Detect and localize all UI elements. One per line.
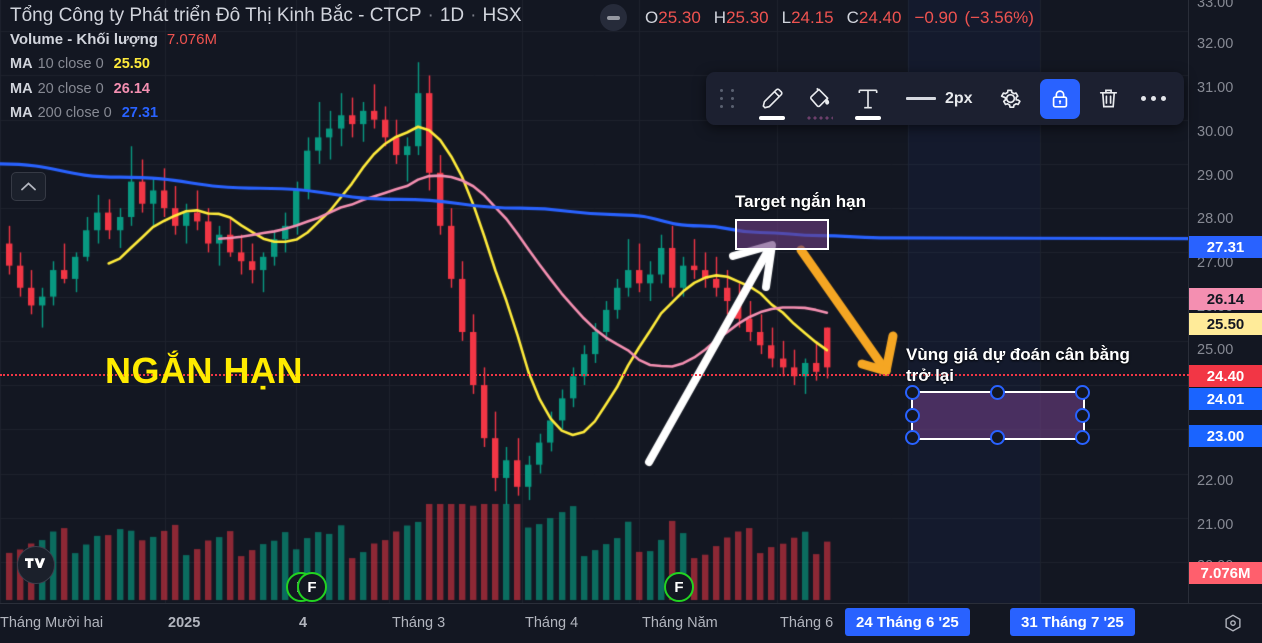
ma10-price-badge[interactable]: 25.50 [1189,313,1262,335]
minus-icon [607,15,620,20]
chevron-up-icon [21,182,36,191]
selected-date-badge-start[interactable]: 24 Tháng 6 '25 [845,608,970,636]
ma200-price-badge[interactable]: 27.31 [1189,236,1262,258]
high-group: H25.30 [714,8,769,28]
time-tick: Tháng 6 [780,615,834,631]
more-dot [1150,96,1156,101]
watermark-ngan-han: NGẮN HẠN [105,350,303,391]
delete-button[interactable] [1089,78,1129,120]
text-icon [858,89,878,108]
price-tick: 29.00 [1197,168,1234,184]
chart-settings-button[interactable] [1222,613,1244,640]
resize-handle-mr[interactable] [1075,408,1090,423]
lock-icon [1052,89,1067,108]
low-group: L24.15 [782,8,834,28]
settings-button[interactable] [991,78,1031,120]
minimize-button[interactable] [600,4,627,31]
volume-badge[interactable]: 7.076M [1189,562,1262,584]
last-price-badge[interactable]: 24.40 [1189,365,1262,387]
pencil-icon [762,87,783,109]
price-tick: 21.00 [1197,517,1234,533]
gear-icon [1000,89,1021,108]
drag-handle-icon[interactable] [720,89,738,108]
change-value: −0.90 [914,7,958,27]
resize-handle-tc[interactable] [990,385,1005,400]
time-tick: Tháng 4 [525,615,579,631]
zone-bottom-badge[interactable]: 23.00 [1189,425,1262,447]
resize-handle-tr[interactable] [1075,385,1090,400]
fill-color-button[interactable] [800,78,840,120]
high-label: H [713,7,727,27]
pencil-tool-button[interactable] [752,78,792,120]
price-tick: 32.00 [1197,36,1234,52]
line-preview-icon [906,97,936,100]
resize-handle-tl[interactable] [905,385,920,400]
price-tick: 30.00 [1197,124,1234,140]
resize-handle-br[interactable] [1075,430,1090,445]
lock-button[interactable] [1039,78,1080,119]
event-marker-f[interactable]: F [297,572,327,602]
target-label: Target ngắn hạn [735,192,866,211]
low-value: 24.15 [791,7,834,27]
open-value: 25.30 [658,7,701,27]
ohlc-bar: O25.30 H25.30 L24.15 C24.40 −0.90 (−3.56… [600,4,1034,31]
close-value: 24.40 [858,7,902,27]
paint-bucket-icon [810,87,830,107]
price-tick: 31.00 [1197,80,1234,96]
change-percent: (−3.56%) [964,7,1034,27]
price-axis[interactable]: 33.00 32.00 31.00 30.00 29.00 28.00 27.0… [1188,0,1262,604]
time-tick: Tháng 3 [392,615,446,631]
collapse-pane-button[interactable] [11,172,46,201]
time-tick: Tháng Năm [642,615,718,631]
open-label: O [645,7,659,27]
more-options-button[interactable] [1140,96,1166,101]
low-label: L [781,7,792,27]
drawing-toolbar[interactable]: 2px [706,72,1184,125]
time-axis[interactable]: Tháng Mười hai 2025 4 Tháng 3 Tháng 4 Th… [0,603,1262,643]
target-zone-box[interactable] [735,219,829,250]
price-tick: 28.00 [1197,211,1234,227]
resize-handle-bl[interactable] [905,430,920,445]
more-dot [1140,96,1146,101]
last-price-line [0,374,1189,376]
zone-label-line2: trở lại [906,366,954,385]
time-tick: Tháng Mười hai [0,615,104,631]
ma20-price-badge[interactable]: 26.14 [1189,288,1262,310]
more-dot [1160,96,1166,101]
price-tick: 25.00 [1197,342,1234,358]
text-tool-button[interactable] [848,78,888,120]
price-tick: 27.00 [1197,255,1234,271]
zone-label-line1: Vùng giá dự đoán cân bằng [906,345,1130,364]
gear-icon [1225,614,1241,632]
event-marker-f[interactable]: F [664,572,694,602]
price-tick: 22.00 [1197,473,1234,489]
close-label: C [846,7,859,27]
open-group: O25.30 [645,8,701,28]
close-group: C24.40 [847,8,902,28]
tradingview-logo[interactable] [17,546,55,584]
resize-handle-bc[interactable] [990,430,1005,445]
price-tick: 33.00 [1197,0,1234,11]
line-width-label: 2px [945,89,973,107]
high-value: 25.30 [726,7,769,27]
trash-icon [1099,89,1118,108]
time-tick: 4 [299,615,308,631]
time-tick: 2025 [168,615,201,631]
resize-handle-ml[interactable] [905,408,920,423]
line-width-button[interactable]: 2px [898,90,981,108]
tradingview-logo-icon [25,558,46,569]
zone-top-badge[interactable]: 24.01 [1189,388,1262,410]
selected-date-badge-end[interactable]: 31 Tháng 7 '25 [1010,608,1135,636]
